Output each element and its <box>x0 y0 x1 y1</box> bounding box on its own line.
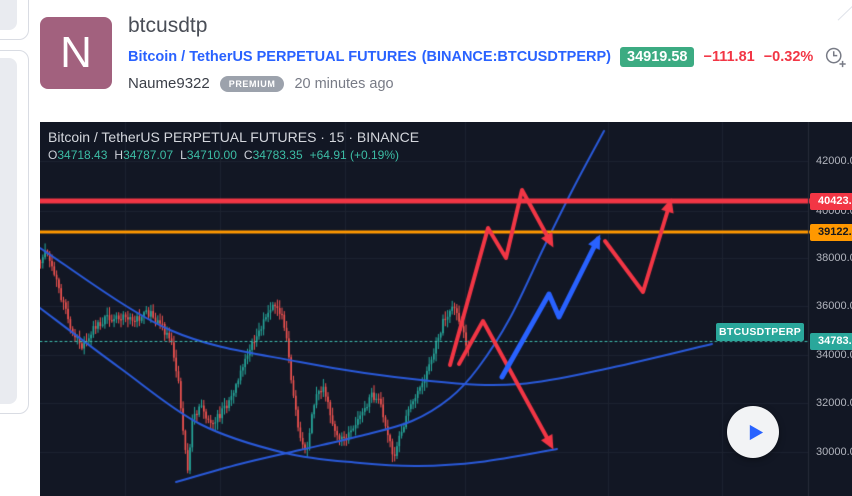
exchange-link[interactable]: (BINANCE:BTCUSDTPERP) <box>421 49 611 65</box>
symbol-link[interactable]: Bitcoin / TetherUS PERPETUAL FUTURES <box>128 49 417 65</box>
author-row: Naume9322 PREMIUM 20 minutes ago <box>128 75 394 92</box>
price-change-pct: −0.32% <box>763 49 814 65</box>
play-icon <box>742 423 765 442</box>
left-card-top-thumb <box>0 0 17 30</box>
chart-canvas[interactable] <box>40 122 852 496</box>
play-button[interactable] <box>727 406 779 458</box>
ohlc-high-label: H <box>114 148 124 162</box>
alarm-clock-plus-icon <box>824 47 847 71</box>
ohlc-open-label: O <box>48 148 58 162</box>
premium-badge: PREMIUM <box>219 75 285 92</box>
ohlc-close-label: C <box>243 148 253 162</box>
price-badge: 34919.58 <box>620 47 695 67</box>
corner-decoration <box>837 0 852 21</box>
ohlc-low-value: 34710.00 <box>186 148 237 162</box>
page-title: btcusdtp <box>128 14 208 37</box>
ohlc-change: +64.91 (+0.19%) <box>309 148 400 162</box>
timestamp: 20 minutes ago <box>294 75 394 92</box>
chart-panel: Bitcoin / TetherUS PERPETUAL FUTURES · 1… <box>40 122 852 496</box>
ohlc-low-label: L <box>180 148 187 162</box>
symbol-row: Bitcoin / TetherUS PERPETUAL FUTURES (BI… <box>128 45 847 69</box>
ohlc-open-value: 34718.43 <box>57 148 108 162</box>
add-alert-button[interactable] <box>824 45 847 69</box>
symbol-price-label: BTCUSDTPERP <box>716 323 804 341</box>
avatar-letter: N <box>60 28 92 77</box>
ohlc-close-value: 34783.35 <box>252 148 303 162</box>
ohlc-row: O34718.43 H34787.07 L34710.00 C34783.35 +64.… <box>48 148 399 162</box>
author-link[interactable]: Naume9322 <box>128 75 210 92</box>
ohlc-high-value: 34787.07 <box>123 148 174 162</box>
price-change: −111.81 <box>703 49 755 65</box>
avatar[interactable]: N <box>40 17 112 89</box>
chart-legend-title: Bitcoin / TetherUS PERPETUAL FUTURES · 1… <box>48 129 420 145</box>
left-card-bottom-thumb <box>0 58 17 404</box>
